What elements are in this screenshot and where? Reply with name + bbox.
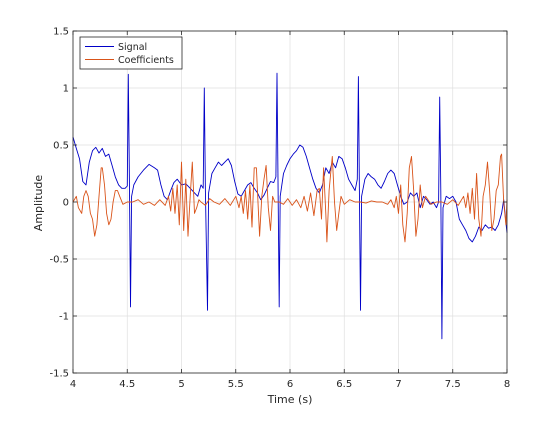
x-tick-label: 6.5 [336,379,352,390]
legend-label-signal: Signal [118,42,147,53]
x-axis-label: Time (s) [267,393,313,406]
axes: 4 4.5 5 5.5 6 6.5 7 7.5 8 -1.5 -1 -0.5 0 0.5 1 1.5 [49,27,510,391]
x-tick-label: 8 [504,379,510,390]
legend-label-coefficients: Coefficients [118,55,174,66]
x-tick-label: 6 [287,379,293,390]
y-tick-label: 0.5 [53,141,69,152]
y-tick-label: -1.5 [49,369,69,380]
series-line-signal [72,72,508,340]
series-line-coefficients [72,153,508,243]
series-group [72,72,508,340]
x-tick-label: 5 [178,379,184,390]
y-tick-label: 1.5 [53,27,69,38]
y-tick-label: -1 [59,312,69,323]
legend-box [79,36,183,70]
y-tick-label: -0.5 [49,255,69,266]
x-tick-label: 4 [70,379,76,390]
x-tick-label: 4.5 [119,379,135,390]
legend: Signal Coefficients [79,36,183,70]
y-axis-label: Amplitude [32,175,45,232]
x-tick-label: 5.5 [228,379,244,390]
x-tick-label: 7.5 [445,379,461,390]
y-tick-label: 0 [63,198,69,209]
y-tick-label: 1 [63,84,69,95]
x-tick-label: 7 [395,379,401,390]
